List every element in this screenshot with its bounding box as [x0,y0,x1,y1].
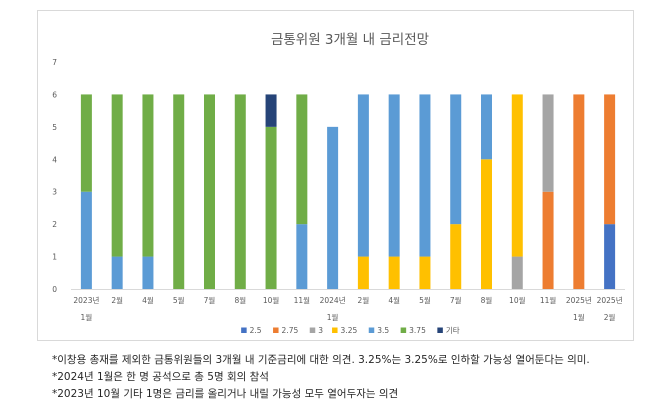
legend-label-3: 3 [318,326,323,335]
y-tick-label: 3 [52,188,57,197]
bar-segment-3 [542,94,554,192]
x-tick-label: 8월 [481,295,493,305]
x-tick-label: 2월 [358,295,370,305]
y-tick-label: 6 [52,90,57,99]
y-tick-label: 7 [52,58,57,67]
legend-swatch-2.5 [241,327,247,333]
bar-segment-3.25 [388,256,400,289]
bar-segment-3.75 [204,94,215,289]
footnote-2: *2024년 1월은 한 명 공석으로 총 5명 회의 참석 [52,371,269,383]
x-tick-label: 4월 [388,295,400,305]
legend-swatch-3.5 [368,327,375,333]
bar-segment-3.75 [265,126,277,289]
x-tick-label: 2월 [604,312,616,322]
bar-segment-3.25 [450,224,462,289]
legend-label-3.75: 3.75 [409,326,426,335]
x-tick-label: 2023년 [73,295,99,305]
legend-label-2.5: 2.5 [250,326,262,335]
bar-segment-3.5 [80,191,92,289]
bar-segment-3.75 [173,94,185,289]
legend-swatch-3.75 [400,327,407,333]
bar-segment-3.5 [388,94,400,257]
chart-area: 금통위원 3개월 내 금리전망 0 1 2 3 4 5 6 7 2023년 1월 2월 4월 5월 7월 8월… [37,10,634,341]
bar-segment-3.5 [111,256,123,289]
bar-segment-2.5 [604,224,616,289]
bar-segment-2.75 [573,94,585,289]
bar-segment-3.75 [80,94,92,192]
x-tick-label: 5월 [173,295,185,305]
chart-title: 금통위원 3개월 내 금리전망 [271,32,429,48]
y-tick-label: 1 [52,253,57,262]
x-tick-label: 7월 [450,295,462,305]
y-tick-label: 4 [52,155,57,164]
bar-segment-3.5 [296,224,308,289]
y-tick-label: 5 [52,123,57,132]
x-tick-label: 11월 [540,295,557,305]
legend-swatch-3.25 [332,327,338,333]
bar-segment-3.75 [111,94,123,257]
x-tick-label: 4월 [142,295,154,305]
bar-segment-2.75 [604,94,616,225]
x-tick-label: 1월 [573,312,585,322]
bar-segment-3.5 [450,94,462,225]
legend-label-3.25: 3.25 [341,326,358,335]
bar-segment-3.25 [481,159,492,289]
x-tick-label: 10월 [509,295,526,305]
legend-label-2.75: 2.75 [282,326,299,335]
legend-swatch-2.75 [273,327,279,333]
stacked-bar-chart: 금통위원 3개월 내 금리전망 0 1 2 3 4 5 6 7 2023년 1월 2월 4월 5월 7월 8월… [52,32,625,335]
x-tick-label: 8월 [234,295,246,305]
footnotes: *이창용 총재를 제외한 금통위원들의 3개월 내 기준금리에 대한 의견. 3… [52,352,662,403]
x-tick-label: 2025년 [597,295,623,305]
bar-segment-2.75 [542,191,554,289]
y-tick-label: 0 [52,285,57,294]
legend-label-3.5: 3.5 [377,326,389,335]
x-tick-label: 1월 [327,312,339,322]
y-tick-label: 2 [52,220,57,229]
footnote-1: *이창용 총재를 제외한 금통위원들의 3개월 내 기준금리에 대한 의견. 3… [52,354,590,366]
x-tick-label: 7월 [204,295,216,305]
bar-segment-3.5 [419,94,431,257]
bar-segment-3.75 [234,94,246,289]
bar-segment-3.5 [481,94,492,160]
bar-segment-3.5 [142,256,154,289]
bar-segment-3.5 [327,126,339,289]
bar-segment-기타 [265,94,277,127]
footnote-3: *2023년 10월 기타 1명은 금리를 올리거나 내릴 가능성 모두 열어두… [52,388,399,400]
x-tick-label: 10월 [263,295,280,305]
bar-segment-3.25 [357,256,369,289]
x-tick-label: 11월 [294,295,311,305]
legend-swatch-3 [309,327,316,333]
bar-segment-3.5 [357,94,369,257]
x-tick-label: 2월 [111,295,123,305]
bar-segment-3.25 [511,94,523,257]
x-tick-label: 1월 [81,312,93,322]
x-tick-label: 2024년 [320,295,346,305]
legend-swatch-기타 [437,327,443,333]
legend-label-기타: 기타 [446,326,460,335]
x-tick-label: 5월 [419,295,431,305]
bar-segment-3.75 [142,94,154,257]
x-tick-label: 2025년 [566,295,592,305]
bar-segment-3 [511,256,523,289]
bar-segment-3.75 [296,94,308,225]
bar-segment-3.25 [419,256,431,289]
